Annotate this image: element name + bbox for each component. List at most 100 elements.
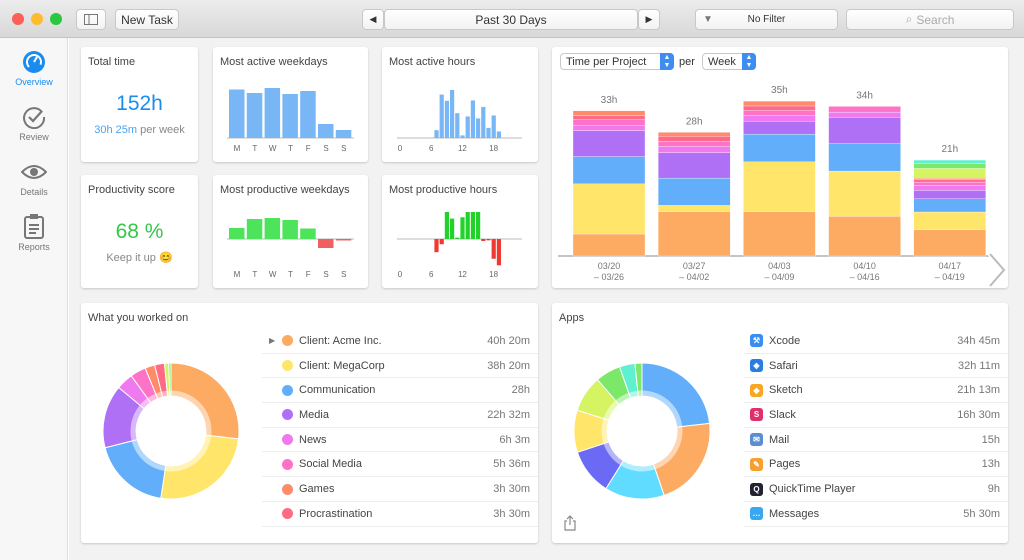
- bar: [282, 94, 298, 138]
- bar-segment: [913, 159, 986, 164]
- item-duration: 38h 20m: [487, 359, 530, 372]
- chart-type-value: Time per Project: [566, 55, 647, 68]
- bar-segment: [828, 143, 901, 172]
- color-dot-icon: [282, 409, 293, 421]
- period-select[interactable]: Week ▲ ▼: [702, 53, 756, 70]
- minimize-window-button[interactable]: [31, 13, 43, 25]
- bar-segment: [743, 133, 816, 162]
- bar: [470, 100, 475, 138]
- bar: [455, 237, 460, 239]
- list-item[interactable]: ⚒ Xcode 34h 45m: [744, 329, 1008, 354]
- x-tick-label: S: [341, 270, 346, 279]
- list-item[interactable]: S Slack 16h 30m: [744, 403, 1008, 428]
- disclosure-triangle-icon[interactable]: ▶: [269, 336, 276, 346]
- list-item[interactable]: News 6h 3m: [262, 428, 538, 453]
- new-task-button[interactable]: New Task: [115, 9, 179, 30]
- donut-slice: [634, 362, 643, 397]
- x-tick-label: 12: [458, 144, 467, 153]
- card-title: Most productive weekdays: [220, 184, 350, 196]
- close-window-button[interactable]: [12, 13, 24, 25]
- bar-total-label: 35h: [771, 85, 788, 96]
- list-item[interactable]: Communication 28h: [262, 378, 538, 404]
- date-range-button[interactable]: Past 30 Days: [384, 9, 638, 30]
- mail-icon: ✉: [750, 433, 763, 447]
- color-dot-icon: [282, 458, 293, 470]
- list-item[interactable]: ◈ Safari 32h 11m: [744, 354, 1008, 379]
- list-item[interactable]: ✎ Pages 13h: [744, 453, 1008, 478]
- x-tick-label: – 04/02: [679, 272, 709, 282]
- next-period-button[interactable]: ▶: [638, 9, 660, 30]
- search-icon: ⌕: [905, 12, 913, 26]
- previous-period-button[interactable]: ◀: [362, 9, 384, 30]
- zoom-window-button[interactable]: [50, 13, 62, 25]
- bar-segment: [913, 198, 986, 213]
- x-tick-label: T: [252, 144, 257, 153]
- bar: [444, 100, 449, 138]
- list-item[interactable]: Q QuickTime Player 9h: [744, 477, 1008, 502]
- filter-button[interactable]: ▼ No Filter: [695, 9, 838, 30]
- active-weekdays-card: Most active weekdays M T W T F S S: [213, 47, 368, 162]
- item-label: Media: [299, 408, 329, 421]
- bar-segment: [913, 163, 986, 169]
- card-title: Most active weekdays: [220, 56, 328, 68]
- sidebar-item-details[interactable]: Details: [0, 160, 68, 197]
- bar-segment: [743, 115, 816, 122]
- apps-card: Apps ⚒ Xcode 34h 45m ◈ Safari 32h 11m ◆ Sketch 2…: [552, 303, 1008, 543]
- x-tick-label: – 03/26: [594, 272, 624, 282]
- bar: [465, 212, 470, 239]
- list-item[interactable]: Social Media 5h 36m: [262, 453, 538, 478]
- bar-segment: [743, 110, 816, 116]
- x-tick-label: – 04/09: [764, 272, 794, 282]
- list-item[interactable]: ✉ Mail 15h: [744, 428, 1008, 453]
- list-item[interactable]: ▶ Client: Acme Inc. 40h 20m: [262, 329, 538, 354]
- card-title: Total time: [88, 56, 136, 68]
- next-chevron-icon[interactable]: [986, 252, 1008, 288]
- x-tick-label: M: [234, 144, 241, 153]
- bar-segment: [828, 170, 901, 217]
- chart-type-select[interactable]: Time per Project ▲ ▼: [560, 53, 674, 70]
- bar-segment: [743, 211, 816, 257]
- item-label: Social Media: [299, 458, 362, 471]
- list-item[interactable]: Games 3h 30m: [262, 477, 538, 502]
- bar-segment: [913, 211, 986, 230]
- item-duration: 9h: [987, 483, 1000, 496]
- share-icon[interactable]: [564, 515, 576, 531]
- list-item[interactable]: … Messages 5h 30m: [744, 502, 1008, 527]
- list-item[interactable]: Procrastination 3h 30m: [262, 502, 538, 527]
- item-label: Client: Acme Inc.: [299, 334, 382, 347]
- item-label: Procrastination: [299, 507, 373, 520]
- search-input[interactable]: ⌕ Search: [846, 9, 1014, 30]
- per-label: per: [679, 56, 695, 68]
- per-week-value: 30h 25m: [94, 124, 138, 136]
- donut-inner-ring: [130, 390, 212, 472]
- slack-icon: S: [750, 408, 763, 422]
- bar: [481, 106, 486, 138]
- productivity-value: 68 %: [115, 220, 164, 243]
- bar-segment: [743, 105, 816, 111]
- sidebar-item-review[interactable]: Review: [0, 105, 68, 142]
- select-arrows-icon: ▲ ▼: [742, 53, 756, 70]
- bar-segment: [658, 177, 731, 206]
- bar: [465, 116, 470, 138]
- bar: [496, 239, 501, 266]
- x-tick-label: M: [234, 270, 241, 279]
- x-tick-label: 6: [429, 144, 434, 153]
- sidebar-item-reports[interactable]: Reports: [0, 213, 68, 252]
- bar: [229, 228, 245, 239]
- bar-segment: [572, 125, 646, 131]
- bar-segment: [828, 117, 901, 144]
- toggle-sidebar-button[interactable]: [76, 9, 106, 30]
- productivity-message: Keep it up 😊: [106, 252, 173, 264]
- list-item[interactable]: Media 22h 32m: [262, 403, 538, 428]
- bar-segment: [913, 185, 986, 191]
- list-item[interactable]: Client: MegaCorp 38h 20m: [262, 354, 538, 379]
- x-tick-label: T: [288, 144, 293, 153]
- bar: [229, 89, 245, 138]
- x-tick-label: – 04/19: [935, 272, 965, 282]
- list-item[interactable]: ◆ Sketch 21h 13m: [744, 378, 1008, 404]
- apps-donut-chart: [573, 362, 711, 500]
- item-label: Messages: [769, 507, 820, 520]
- sidebar-item-overview[interactable]: Overview: [0, 50, 68, 87]
